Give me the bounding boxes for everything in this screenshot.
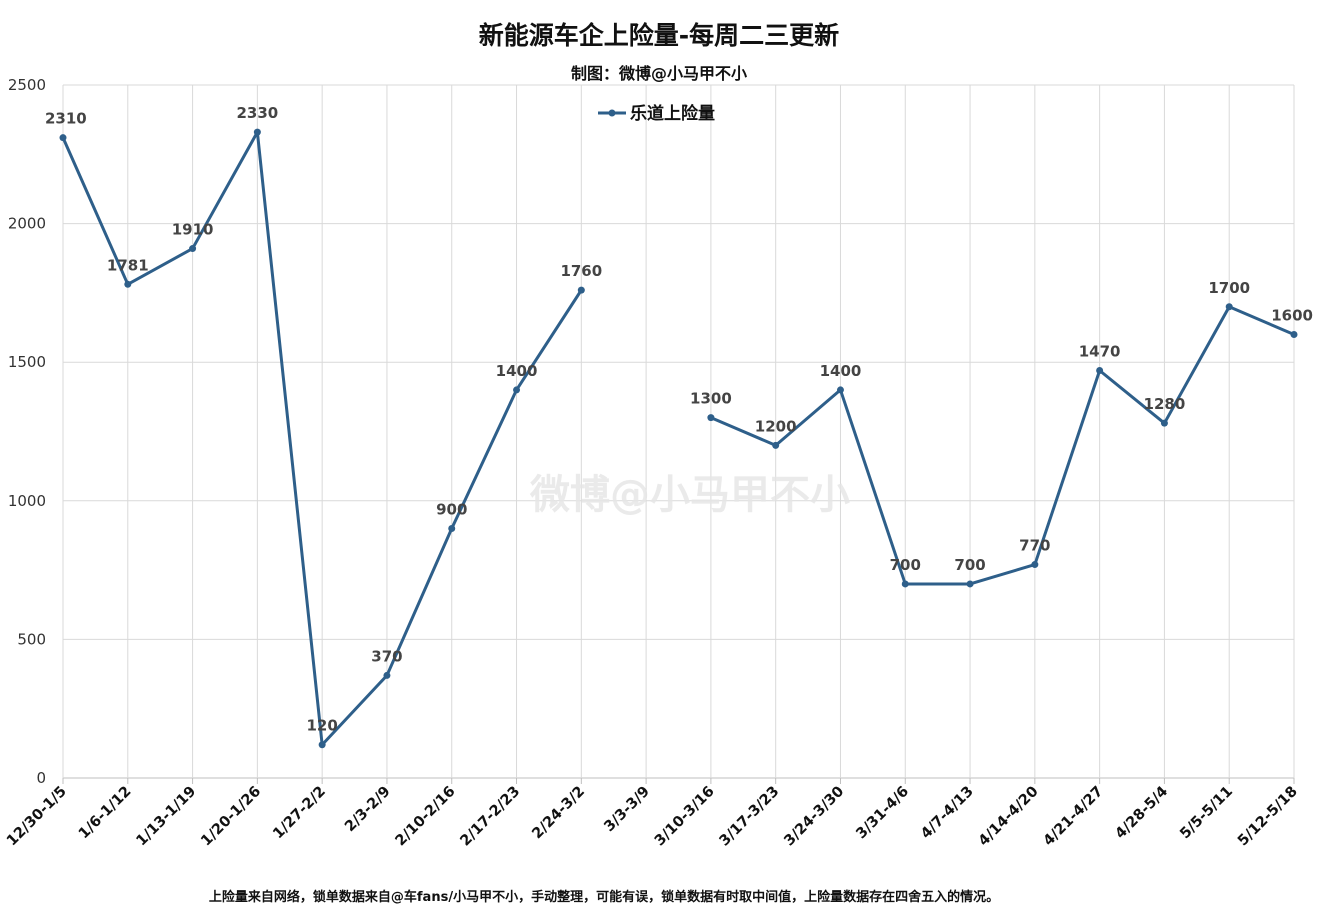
data-point <box>448 525 456 533</box>
x-tick-label: 2/17-2/23 <box>457 784 523 850</box>
x-tick-label: 4/21-4/27 <box>1041 784 1107 850</box>
y-tick-label: 1500 <box>8 353 46 371</box>
x-tick-label: 5/12-5/18 <box>1235 784 1301 850</box>
x-tick-label: 12/30-1/5 <box>4 784 70 850</box>
x-tick-label: 5/5-5/11 <box>1177 784 1236 843</box>
x-tick-label: 3/3-3/9 <box>601 784 653 836</box>
data-point <box>1096 367 1104 375</box>
data-label: 1200 <box>755 417 797 435</box>
data-point <box>383 671 391 679</box>
data-label: 1781 <box>107 256 149 274</box>
data-label: 770 <box>1019 537 1050 555</box>
data-label: 900 <box>436 501 467 519</box>
chart-title: 新能源车企上险量-每周二三更新 <box>479 21 839 50</box>
data-point <box>318 741 326 749</box>
x-tick-label: 4/7-4/13 <box>918 784 977 843</box>
x-tick-label: 3/31-4/6 <box>853 784 912 843</box>
y-tick-label: 2500 <box>8 76 46 94</box>
data-point <box>513 386 521 394</box>
y-tick-label: 2000 <box>8 215 46 233</box>
data-label: 1300 <box>690 390 732 408</box>
watermark: 微博@小马甲不小 <box>529 472 850 518</box>
data-label: 700 <box>890 556 921 574</box>
legend: 乐道上险量 <box>598 103 715 124</box>
data-point <box>1031 561 1039 569</box>
x-tick-label: 3/24-3/30 <box>781 784 847 850</box>
grid <box>62 84 1295 779</box>
data-label: 1760 <box>560 262 602 280</box>
data-point <box>124 280 132 288</box>
data-point <box>836 386 844 394</box>
data-point <box>901 580 909 588</box>
x-tick-label: 1/27-2/2 <box>270 784 329 843</box>
legend-marker <box>608 109 616 117</box>
data-label: 1400 <box>496 362 538 380</box>
data-label: 1280 <box>1144 395 1186 413</box>
data-point <box>1225 303 1233 311</box>
series-line <box>710 305 1295 586</box>
data-point <box>59 134 67 142</box>
data-label: 2330 <box>236 104 278 122</box>
axes: 0 500 1000 1500 2000 2500 12/30-1/5 1/6-1/121/1… <box>4 76 1301 849</box>
data-point <box>577 286 585 294</box>
legend-entry: 乐道上险量 <box>630 103 715 124</box>
data-point <box>189 245 197 253</box>
x-tick-label: 2/3-2/9 <box>342 784 394 836</box>
y-tick-label: 1000 <box>8 492 46 510</box>
x-tick-label: 2/24-3/2 <box>529 784 588 843</box>
x-tick-label: 3/10-3/16 <box>652 784 718 850</box>
x-tick-label: 4/14-4/20 <box>976 784 1042 850</box>
data-label: 2310 <box>45 110 87 128</box>
x-tick-label: 1/20-1/26 <box>198 784 264 850</box>
data-point <box>707 414 715 422</box>
x-tick-label: 1/6-1/12 <box>76 784 135 843</box>
series-layer <box>59 128 1298 749</box>
y-tick-label: 500 <box>17 630 46 648</box>
data-label: 1400 <box>820 362 862 380</box>
x-tick-label: 1/13-1/19 <box>134 784 200 850</box>
data-label: 120 <box>307 717 338 735</box>
data-point <box>1290 330 1298 338</box>
data-point <box>966 580 974 588</box>
data-label: 1470 <box>1079 343 1121 361</box>
x-tick-label: 3/17-3/23 <box>717 784 783 850</box>
data-label: 1700 <box>1208 279 1250 297</box>
chart-subtitle: 制图：微博@小马甲不小 <box>571 64 747 83</box>
x-tick-label: 2/10-2/16 <box>393 784 459 850</box>
footnote: 上险量来自网络，锁单数据来自@车fans/小马甲不小，手动整理，可能有误，锁单数… <box>209 889 999 905</box>
data-label: 700 <box>954 556 985 574</box>
y-tick-label: 0 <box>36 769 46 787</box>
x-tick-label: 4/28-5/4 <box>1113 784 1172 843</box>
data-point <box>253 128 261 136</box>
data-point <box>1160 419 1168 427</box>
data-label: 370 <box>371 647 402 665</box>
data-labels: 2310 1781 1910 2330 120 370 900 1400 1760 1300 120… <box>45 104 1313 735</box>
data-label: 1910 <box>172 221 214 239</box>
data-label: 1600 <box>1271 306 1313 324</box>
data-point <box>772 441 780 449</box>
